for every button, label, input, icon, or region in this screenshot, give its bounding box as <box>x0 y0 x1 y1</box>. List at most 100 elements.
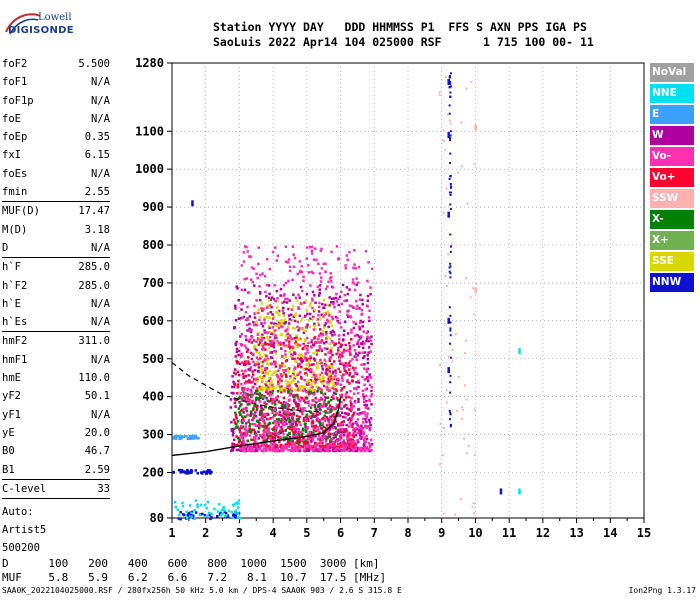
param-name: B0 <box>2 445 15 458</box>
echo-point <box>178 468 182 472</box>
echo-point <box>323 447 327 450</box>
y-tick-label: 800 <box>142 238 164 252</box>
echo-point <box>297 440 301 444</box>
echo-point <box>259 290 262 294</box>
echo-point <box>244 335 247 338</box>
echo-point <box>240 354 244 357</box>
echo-point <box>335 446 339 450</box>
echo-point <box>263 368 267 372</box>
echo-point <box>305 257 308 260</box>
echo-point <box>298 385 301 389</box>
echo-point <box>240 445 243 449</box>
echo-point <box>449 423 452 426</box>
echo-point <box>310 391 313 395</box>
echo-point <box>322 384 326 388</box>
echo-point <box>252 360 255 364</box>
echo-point <box>267 347 271 350</box>
echo-point <box>304 339 307 343</box>
echo-point <box>289 347 292 350</box>
echo-point <box>274 311 278 314</box>
echo-point <box>267 434 271 438</box>
echo-point <box>282 300 286 304</box>
echo-point <box>306 427 309 431</box>
echo-point <box>348 347 352 351</box>
echo-point <box>449 136 452 139</box>
echo-point <box>263 386 267 390</box>
echo-point <box>367 351 370 354</box>
echo-point <box>364 377 368 381</box>
echo-point <box>269 310 273 314</box>
echo-point <box>332 437 335 440</box>
echo-point <box>277 320 280 323</box>
header-line-2: SaoLuis 2022 Apr14 104 025000 RSF 1 715 … <box>213 35 594 49</box>
echo-point <box>240 361 244 364</box>
echo-point <box>292 433 296 436</box>
echo-point <box>368 309 371 312</box>
echo-point <box>295 433 298 437</box>
echo-point <box>246 348 250 351</box>
echo-point <box>238 517 242 520</box>
echo-point <box>291 414 295 418</box>
echo-point <box>281 407 285 410</box>
echo-point <box>292 293 295 296</box>
echo-point <box>337 445 340 449</box>
echo-point <box>289 336 292 339</box>
echo-point <box>255 361 258 364</box>
echo-point <box>216 514 219 518</box>
echo-point <box>332 360 336 363</box>
echo-point <box>298 363 301 366</box>
echo-point <box>285 418 288 422</box>
echo-point <box>264 425 268 428</box>
echo-point <box>315 341 319 344</box>
echo-point <box>330 437 334 441</box>
echo-point <box>360 308 364 312</box>
echo-point <box>306 380 309 384</box>
echo-point <box>321 422 324 425</box>
echo-point <box>314 425 317 429</box>
echo-point <box>318 347 322 351</box>
echo-point <box>253 432 257 435</box>
echo-point <box>348 443 352 447</box>
echo-point <box>250 336 253 339</box>
echo-point <box>334 387 337 391</box>
echo-point <box>311 297 314 301</box>
echo-point <box>239 355 243 359</box>
echo-point <box>240 308 243 311</box>
echo-point <box>441 138 444 141</box>
echo-point <box>246 318 249 321</box>
echo-point <box>272 437 275 441</box>
echo-point <box>261 418 265 422</box>
echo-point <box>263 353 266 356</box>
echo-point <box>265 342 268 346</box>
echo-point <box>271 392 274 395</box>
echo-point <box>341 354 344 358</box>
echo-point <box>314 380 317 384</box>
echo-point <box>340 389 343 392</box>
echo-point <box>269 298 273 302</box>
echo-point <box>313 322 316 326</box>
echo-point <box>331 381 335 384</box>
param-name: hmE <box>2 372 21 385</box>
echo-point <box>308 317 312 321</box>
echo-point <box>246 305 249 309</box>
echo-point <box>301 427 305 431</box>
echo-point <box>336 352 340 355</box>
echo-point <box>260 412 264 415</box>
echo-point <box>303 356 307 359</box>
echo-point <box>315 401 318 404</box>
echo-point <box>180 470 183 474</box>
echo-point <box>251 422 255 426</box>
echo-point <box>348 440 351 444</box>
echo-point <box>449 152 452 155</box>
param-name: hmF1 <box>2 353 28 366</box>
echo-point <box>251 386 254 389</box>
echo-point <box>358 447 362 450</box>
echo-point <box>318 284 322 287</box>
y-tick-label: 1000 <box>135 162 164 176</box>
echo-point <box>250 400 254 403</box>
echo-point <box>286 330 289 334</box>
echo-point <box>240 434 243 438</box>
echo-point <box>230 391 234 395</box>
echo-point <box>276 377 280 380</box>
param-name: B1 <box>2 463 15 476</box>
